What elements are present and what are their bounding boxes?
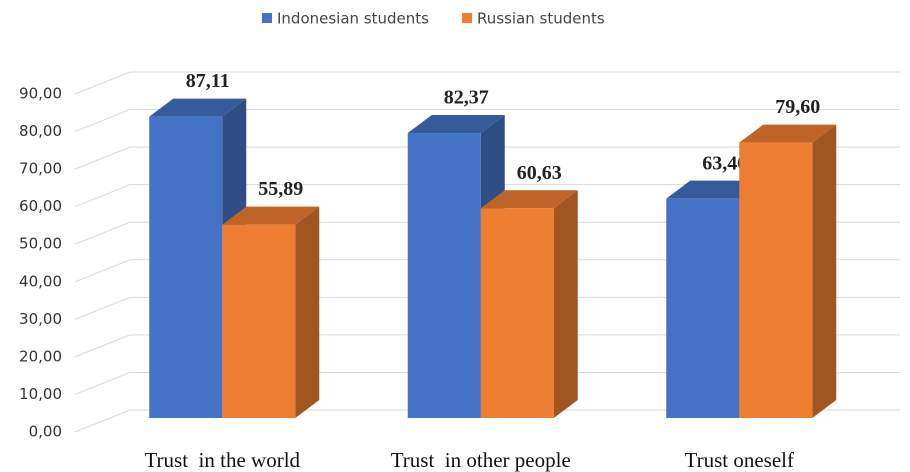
y-tick-label: 70,00 (19, 160, 62, 178)
bar-top (407, 115, 505, 134)
bar (666, 198, 740, 418)
bar-top (666, 180, 764, 199)
bar (739, 142, 813, 418)
grid-line (74, 409, 900, 433)
bar (480, 208, 554, 418)
bar (407, 133, 481, 418)
bar-side (812, 124, 837, 418)
bar-side (553, 190, 578, 418)
y-tick-label: 90,00 (19, 85, 62, 103)
data-label: 55,89 (258, 178, 303, 200)
y-tick-label: 80,00 (19, 122, 62, 140)
x-tick-label: Trust oneself (685, 448, 794, 472)
legend-label: Russian students (477, 10, 605, 28)
grid-line (74, 146, 900, 170)
data-label: 63,40 (702, 152, 747, 174)
y-tick-label: 20,00 (19, 347, 62, 365)
data-label: 87,11 (186, 70, 230, 92)
grid-line (74, 334, 900, 358)
bar-top (149, 98, 247, 117)
y-tick-label: 0,00 (29, 423, 62, 441)
grid-line (74, 296, 900, 320)
grid-line (74, 71, 900, 95)
y-tick-label: 10,00 (19, 385, 62, 403)
data-label: 82,37 (444, 87, 489, 109)
legend-swatch (462, 13, 472, 23)
bar (149, 116, 223, 418)
y-tick-label: 30,00 (19, 310, 62, 328)
data-label: 60,63 (517, 162, 562, 184)
y-tick-label: 60,00 (19, 197, 62, 215)
legend-label: Indonesian students (277, 10, 429, 28)
legend-swatch (262, 13, 272, 23)
grid-line (74, 371, 900, 395)
bar-top (480, 190, 578, 209)
grid-line (74, 259, 900, 283)
x-tick-label: Trust in other people (391, 448, 571, 472)
x-tick-label: Trust in the world (144, 448, 300, 472)
data-label: 79,60 (775, 96, 820, 118)
y-tick-label: 40,00 (19, 272, 62, 290)
grid-line (74, 109, 900, 133)
grid-line (74, 184, 900, 208)
bar-top (222, 206, 320, 225)
bar (222, 224, 296, 418)
y-tick-label: 50,00 (19, 235, 62, 253)
bar-top (739, 124, 837, 143)
bar-side (295, 206, 320, 418)
grid-line (74, 221, 900, 245)
